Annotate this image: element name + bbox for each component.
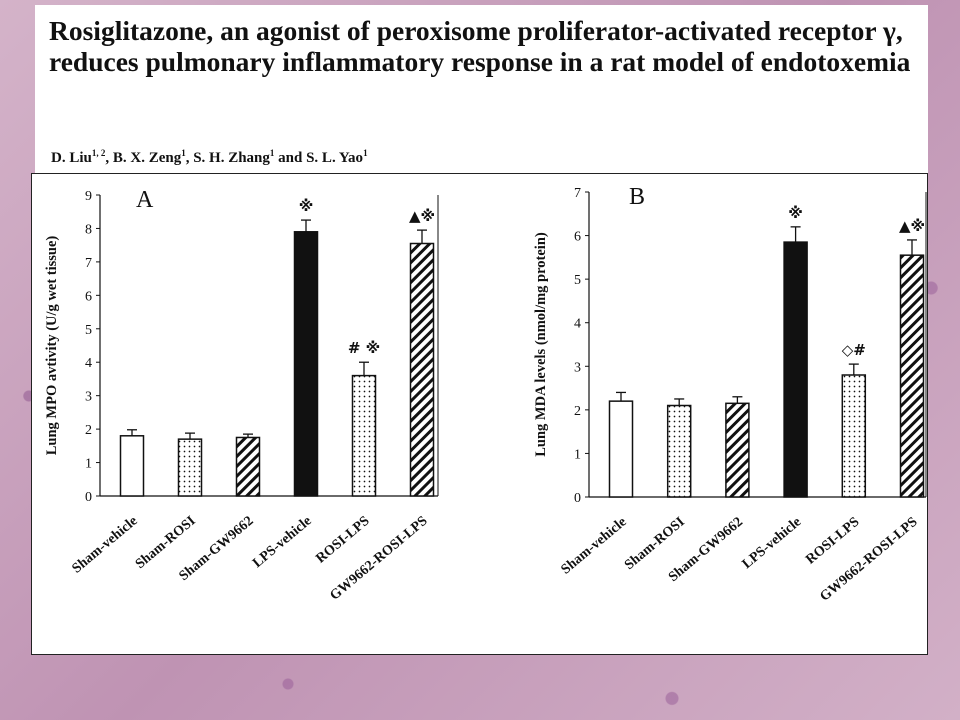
- author-affiliation: 1: [363, 148, 368, 158]
- y-tick-label: 4: [85, 356, 92, 371]
- figure-svg: 0 1 2 3 4 5 6 7 8 9 Lung MPO avtivity (U/g wet tis…: [44, 184, 927, 605]
- bar-sham-vehicle: [119, 435, 145, 497]
- author-name: B. X. Zeng: [112, 150, 182, 166]
- y-tick-label: 9: [85, 189, 92, 204]
- y-axis-title: Lung MPO avtivity (U/g wet tissue): [44, 236, 60, 456]
- author-separator: ,: [185, 150, 194, 166]
- y-tick-label: 8: [85, 222, 92, 237]
- y-tick-label: 7: [574, 186, 581, 201]
- author-name: S. L. Yao: [306, 150, 364, 166]
- significance-marker: # ※: [348, 339, 380, 357]
- bar-lps-vehicle: [293, 231, 319, 497]
- y-tick-label: 0: [85, 490, 92, 505]
- bar-gw9662-rosi-lps: [409, 242, 435, 497]
- chart-b: 0 1 2 3 4 5 6 7 Lung MDA levels (nmol/mg protein…: [533, 184, 927, 605]
- author-line: D. Liu1, 2, B. X. Zeng1, S. H. Zhang1 an…: [51, 148, 368, 167]
- y-tick-label: 5: [574, 273, 581, 288]
- bar-gw9662-rosi-lps: [899, 254, 925, 498]
- significance-marker: ▲※: [899, 217, 925, 235]
- panel-label: A: [136, 187, 154, 213]
- bar-sham-rosi: [666, 404, 692, 498]
- author-separator: and: [274, 150, 307, 166]
- author-affiliation: 1: [269, 148, 275, 158]
- x-tick-label: LPS-vehicle: [740, 515, 804, 572]
- x-tick-label: GW9662-ROSI-LPS: [327, 513, 430, 603]
- bar-rosi-lps: [841, 374, 867, 498]
- chart-a: 0 1 2 3 4 5 6 7 8 9 Lung MPO avtivity (U/g wet tis…: [44, 187, 439, 604]
- y-tick-label: 3: [574, 360, 581, 375]
- y-axis-title: Lung MDA levels (nmol/mg protein): [533, 232, 549, 457]
- panel-label: B: [629, 184, 645, 210]
- author-affiliation: 1: [181, 148, 186, 158]
- x-tick-label: LPS-vehicle: [250, 514, 314, 571]
- significance-marker: ※: [299, 197, 314, 215]
- bar-sham-gw9662: [235, 436, 261, 497]
- figure-panel: 0 1 2 3 4 5 6 7 8 9 Lung MPO avtivity (U/g wet tis…: [31, 173, 928, 655]
- x-tick-label: Sham-vehicle: [559, 515, 630, 578]
- y-tick-label: 7: [85, 256, 92, 271]
- y-tick-label: 1: [574, 447, 581, 462]
- significance-marker: ◇#: [842, 341, 866, 359]
- significance-marker: ※: [788, 204, 803, 222]
- significance-marker: ▲※: [409, 207, 435, 225]
- y-tick-label: 6: [574, 230, 581, 245]
- y-tick-label: 4: [574, 317, 581, 332]
- bar-rosi-lps: [351, 374, 377, 497]
- y-tick-label: 2: [85, 423, 92, 438]
- bar-sham-gw9662: [725, 402, 750, 498]
- y-tick-label: 1: [85, 457, 92, 472]
- paper-header: Rosiglitazone, an agonist of peroxisome …: [35, 5, 928, 173]
- y-tick-label: 6: [85, 289, 92, 304]
- y-tick-label: 0: [574, 491, 581, 506]
- author-affiliation: 1, 2: [91, 148, 106, 158]
- bar-lps-vehicle: [783, 241, 808, 498]
- x-tick-label: Sham-vehicle: [70, 514, 141, 577]
- author-name: S. H. Zhang: [193, 150, 270, 166]
- paper-title: Rosiglitazone, an agonist of peroxisome …: [49, 15, 911, 77]
- y-tick-label: 2: [574, 404, 581, 419]
- y-tick-label: 5: [85, 323, 92, 338]
- bar-sham-rosi: [177, 438, 203, 497]
- author-name: D. Liu: [51, 150, 92, 166]
- x-tick-label: ROSI-LPS: [313, 513, 372, 566]
- bar-sham-vehicle: [608, 400, 634, 498]
- x-tick-label: ROSI-LPS: [803, 514, 862, 567]
- author-separator: ,: [105, 150, 113, 166]
- y-tick-label: 3: [85, 390, 92, 405]
- x-tick-label: GW9662-ROSI-LPS: [817, 514, 920, 604]
